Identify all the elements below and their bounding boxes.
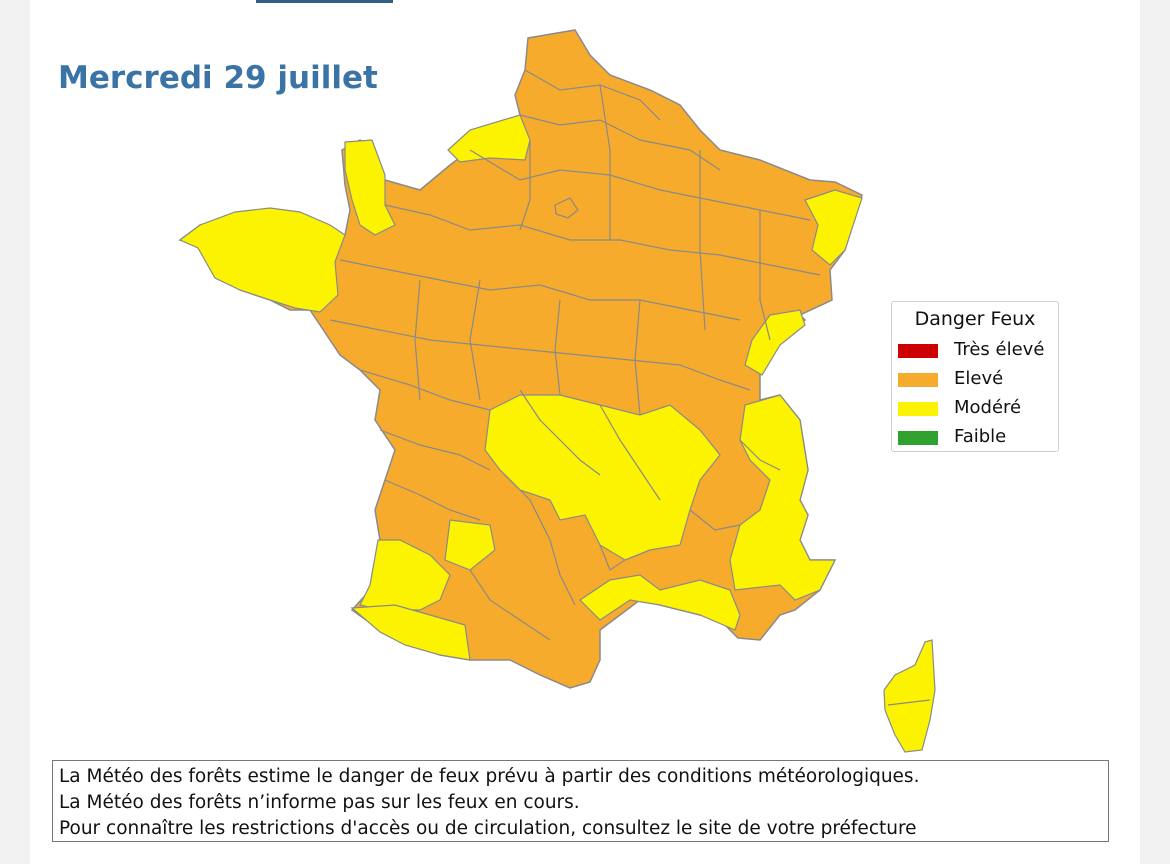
legend-swatch	[898, 344, 938, 358]
page-title: Mercredi 29 juillet	[58, 60, 378, 96]
map-region-brittany	[178, 207, 346, 313]
map-region-paris	[554, 197, 579, 219]
map-region-south-west	[350, 604, 471, 661]
legend-swatch	[898, 402, 938, 416]
map-region-jura	[744, 309, 806, 376]
legend-label: Elevé	[954, 368, 1004, 389]
corsica-border	[887, 699, 931, 706]
map-region-normandy-coast	[447, 114, 531, 163]
legend-title: Danger Feux	[914, 308, 1036, 330]
disclaimer-box: La Météo des forêts estime le danger de …	[52, 760, 1109, 842]
disclaimer-line-1: La Météo des forêts estime le danger de …	[59, 766, 920, 787]
map-region-corsica	[883, 639, 936, 753]
map-legend: Danger Feux Très élevé Elevé Modéré Faib…	[891, 301, 1059, 452]
disclaimer-line-3: Pour connaître les restrictions d'accès …	[59, 818, 917, 839]
map-region-landes	[359, 539, 451, 611]
map-region-provence-coast	[579, 574, 741, 631]
disclaimer-line-2: La Météo des forêts n’informe pas sur le…	[59, 792, 580, 813]
legend-label: Très élevé	[954, 339, 1045, 360]
legend-swatch	[898, 431, 938, 445]
map-region-cotentin	[344, 139, 396, 236]
legend-label: Faible	[954, 426, 1007, 447]
department-borders	[329, 69, 821, 641]
map-region-massif-central	[484, 394, 721, 561]
legend-label: Modéré	[954, 397, 1022, 418]
map-region-alps	[729, 394, 836, 601]
top-tab-indicator[interactable]	[256, 0, 393, 3]
map-region-alsace	[804, 189, 863, 266]
map-region-gers	[444, 519, 496, 571]
legend-swatch	[898, 373, 938, 387]
